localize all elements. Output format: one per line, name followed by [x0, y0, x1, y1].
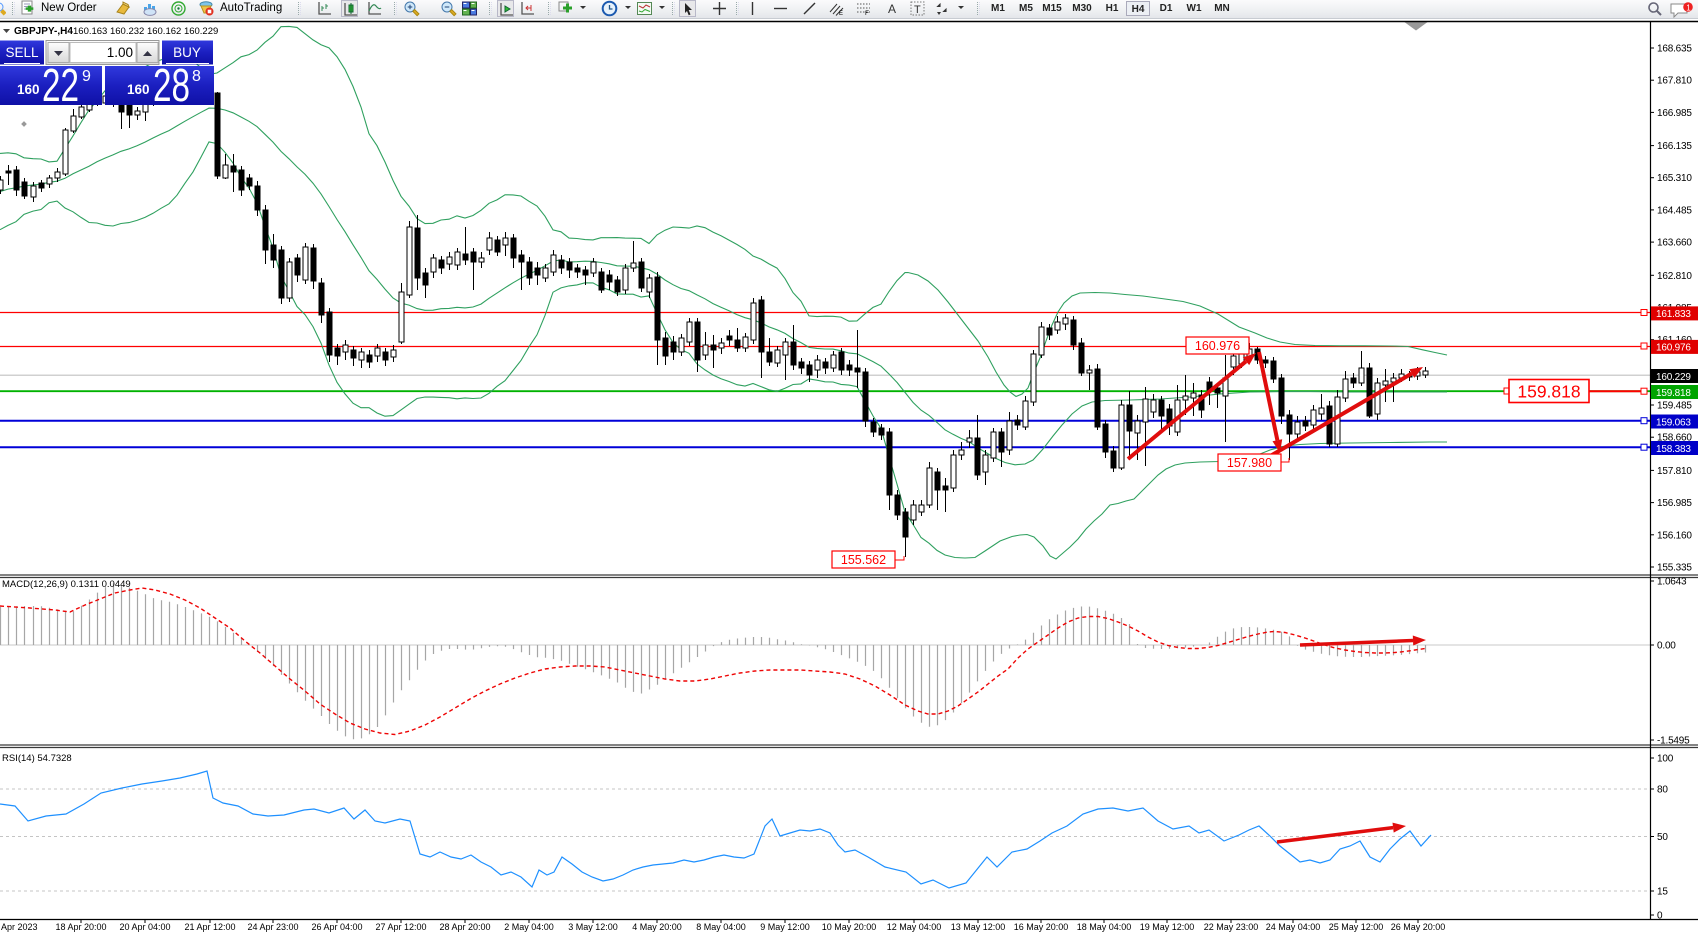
svg-text:157.810: 157.810 [1657, 466, 1692, 477]
svg-text:26 Apr 04:00: 26 Apr 04:00 [311, 922, 362, 932]
svg-text:8: 8 [192, 68, 201, 85]
svg-text:28 Apr 20:00: 28 Apr 20:00 [439, 922, 490, 932]
svg-text:9 May 12:00: 9 May 12:00 [760, 922, 810, 932]
svg-text:MACD(12,26,9) 0.1311 0.0449: MACD(12,26,9) 0.1311 0.0449 [2, 579, 131, 590]
svg-text:21 Apr 12:00: 21 Apr 12:00 [184, 922, 235, 932]
svg-text:E: E [839, 11, 843, 17]
svg-text:22: 22 [42, 59, 79, 111]
svg-text:F: F [865, 10, 869, 17]
svg-text:27 Apr 12:00: 27 Apr 12:00 [375, 922, 426, 932]
svg-text:165.310: 165.310 [1657, 173, 1692, 184]
svg-text:4 May 20:00: 4 May 20:00 [632, 922, 682, 932]
svg-text:156.985: 156.985 [1657, 498, 1692, 509]
svg-text:160.976: 160.976 [1656, 343, 1691, 354]
svg-text:9: 9 [82, 68, 91, 85]
svg-text:50: 50 [1657, 832, 1668, 843]
svg-text:159.063: 159.063 [1656, 417, 1691, 428]
svg-text:156.160: 156.160 [1657, 530, 1692, 541]
svg-text:7 Apr 2023: 7 Apr 2023 [0, 922, 38, 932]
svg-text:15: 15 [1657, 887, 1668, 898]
svg-text:20 Apr 04:00: 20 Apr 04:00 [119, 922, 170, 932]
svg-text:100: 100 [1657, 754, 1674, 765]
svg-text:158.383: 158.383 [1656, 444, 1691, 455]
svg-text:160.163 160.232 160.162 160.22: 160.163 160.232 160.162 160.229 [73, 26, 218, 37]
svg-text:166.135: 166.135 [1657, 141, 1692, 152]
svg-text:BUY: BUY [173, 45, 201, 60]
svg-text:160.229: 160.229 [1656, 372, 1691, 383]
svg-text:8 May 04:00: 8 May 04:00 [696, 922, 746, 932]
svg-text:SELL: SELL [5, 45, 39, 60]
svg-text:10 May 20:00: 10 May 20:00 [822, 922, 877, 932]
svg-text:24 Apr 23:00: 24 Apr 23:00 [247, 922, 298, 932]
svg-text:160: 160 [127, 82, 150, 97]
svg-text:13 May 12:00: 13 May 12:00 [951, 922, 1006, 932]
svg-text:26 May 20:00: 26 May 20:00 [1391, 922, 1446, 932]
svg-text:18 May 04:00: 18 May 04:00 [1077, 922, 1132, 932]
svg-text:164.485: 164.485 [1657, 205, 1692, 216]
svg-text:166.985: 166.985 [1657, 108, 1692, 119]
svg-text:25 May 12:00: 25 May 12:00 [1329, 922, 1384, 932]
svg-text:12 May 04:00: 12 May 04:00 [887, 922, 942, 932]
svg-text:159.818: 159.818 [1656, 388, 1691, 399]
svg-text:155.562: 155.562 [841, 553, 886, 567]
svg-text:GBPJPY-,H4: GBPJPY-,H4 [14, 26, 73, 37]
svg-text:80: 80 [1657, 785, 1668, 796]
svg-text:161.833: 161.833 [1656, 309, 1691, 320]
svg-text:1.0643: 1.0643 [1657, 577, 1687, 588]
svg-text:159.818: 159.818 [1517, 382, 1580, 402]
svg-text:158.660: 158.660 [1657, 433, 1692, 444]
svg-text:RSI(14) 54.7328: RSI(14) 54.7328 [2, 753, 72, 764]
svg-text:1.00: 1.00 [107, 45, 133, 60]
svg-text:167.810: 167.810 [1657, 76, 1692, 87]
svg-text:18 Apr 20:00: 18 Apr 20:00 [55, 922, 106, 932]
svg-text:-1.5495: -1.5495 [1657, 736, 1690, 747]
svg-text:3 May 12:00: 3 May 12:00 [568, 922, 618, 932]
svg-text:24 May 04:00: 24 May 04:00 [1266, 922, 1321, 932]
svg-text:22 May 23:00: 22 May 23:00 [1204, 922, 1259, 932]
svg-text:19 May 12:00: 19 May 12:00 [1140, 922, 1195, 932]
svg-text:A: A [888, 2, 896, 16]
svg-text:1: 1 [1686, 3, 1691, 12]
svg-text:0.00: 0.00 [1657, 641, 1676, 652]
svg-text:28: 28 [153, 59, 190, 111]
svg-text:157.980: 157.980 [1227, 456, 1272, 470]
svg-text:T: T [914, 4, 921, 16]
svg-text:16 May 20:00: 16 May 20:00 [1014, 922, 1069, 932]
svg-text:160.976: 160.976 [1195, 339, 1240, 353]
svg-text:0: 0 [1657, 911, 1663, 922]
svg-text:168.635: 168.635 [1657, 44, 1692, 55]
svg-text:162.810: 162.810 [1657, 271, 1692, 282]
svg-text:155.335: 155.335 [1657, 563, 1692, 574]
svg-text:2 May 04:00: 2 May 04:00 [504, 922, 554, 932]
svg-text:160: 160 [17, 82, 40, 97]
svg-text:163.660: 163.660 [1657, 238, 1692, 249]
svg-text:159.485: 159.485 [1657, 401, 1692, 412]
